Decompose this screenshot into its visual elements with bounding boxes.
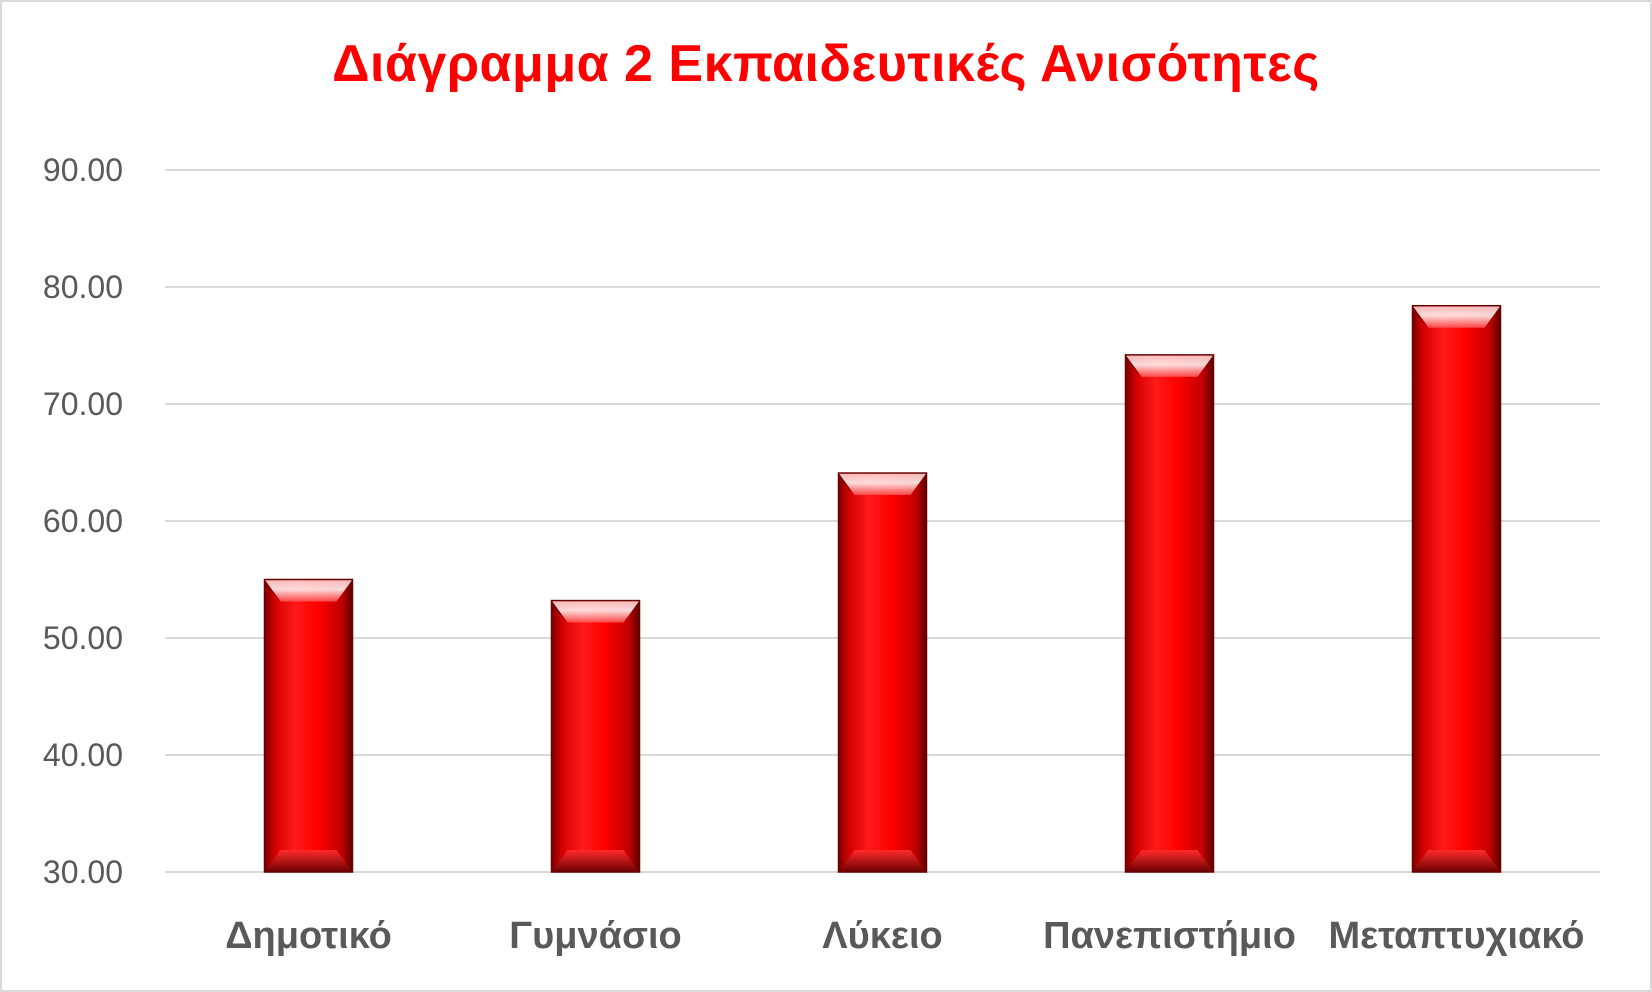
bar-top-bevel bbox=[264, 579, 353, 602]
bar-outline bbox=[837, 472, 928, 873]
bar-outline bbox=[1411, 304, 1502, 873]
bar-body bbox=[264, 579, 353, 872]
bar-bottom-bevel bbox=[551, 850, 640, 872]
bar-top-bevel bbox=[1412, 305, 1501, 328]
bar-body bbox=[1125, 354, 1214, 872]
bar-body bbox=[551, 600, 640, 872]
y-tick-label: 70.00 bbox=[43, 386, 123, 422]
bar-top-bevel-shade bbox=[1125, 354, 1142, 377]
bar-top-bevel bbox=[551, 600, 640, 623]
bar-top-bevel-shade bbox=[551, 600, 568, 623]
bar-outline bbox=[550, 599, 641, 873]
y-tick-label: 30.00 bbox=[43, 854, 123, 890]
chart-title: Διάγραμμα 2 Εκπαιδευτικές Ανισότητες bbox=[332, 35, 1320, 93]
bar-top-bevel-shade bbox=[838, 473, 855, 496]
bar-bottom-bevel bbox=[1125, 850, 1214, 872]
bar-bottom-bevel bbox=[838, 850, 927, 872]
bars bbox=[263, 304, 1502, 873]
x-tick-label: Λύκειο bbox=[822, 915, 942, 957]
x-axis-labels: Δημοτικό Γυμνάσιο Λύκειο Πανεπιστήμιο Μεταπτ… bbox=[225, 915, 1584, 957]
x-tick-label: Δημοτικό bbox=[225, 915, 392, 957]
bar-top-bevel-shade bbox=[1412, 305, 1429, 328]
bar-bottom-bevel bbox=[264, 850, 353, 872]
bar-top-bevel-shade bbox=[264, 579, 281, 602]
y-tick-label: 50.00 bbox=[43, 620, 123, 656]
bar bbox=[263, 578, 354, 873]
y-tick-label: 80.00 bbox=[43, 269, 123, 305]
bar-outline bbox=[1124, 354, 1215, 873]
y-tick-label: 40.00 bbox=[43, 737, 123, 773]
bar-bottom-bevel bbox=[1412, 850, 1501, 872]
bar bbox=[1411, 304, 1502, 873]
bar-top-bevel bbox=[1125, 354, 1214, 377]
y-tick-label: 60.00 bbox=[43, 503, 123, 539]
bar bbox=[1124, 354, 1215, 873]
bar-outline bbox=[263, 578, 354, 873]
bar-top-bevel bbox=[838, 473, 927, 496]
y-axis-ticks: 30.00 40.00 50.00 60.00 70.00 80.00 90.00 bbox=[43, 152, 123, 890]
bar bbox=[837, 472, 928, 873]
bar-body bbox=[1412, 305, 1501, 873]
x-tick-label: Πανεπιστήμιο bbox=[1043, 915, 1296, 957]
x-tick-label: Γυμνάσιο bbox=[509, 915, 681, 957]
x-tick-label: Μεταπτυχιακό bbox=[1328, 915, 1584, 957]
y-tick-label: 90.00 bbox=[43, 152, 123, 188]
bar bbox=[550, 599, 641, 873]
bar-body bbox=[838, 473, 927, 872]
